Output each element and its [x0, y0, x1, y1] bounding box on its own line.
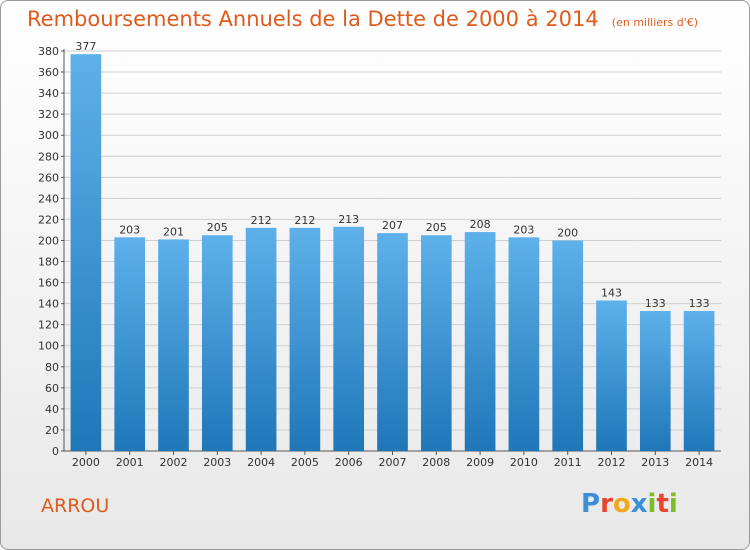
data-label: 205 [207, 221, 228, 234]
y-tick-label: 200 [38, 234, 59, 247]
y-tick-label: 40 [45, 403, 59, 416]
x-tick-label: 2005 [291, 456, 319, 469]
data-label: 133 [645, 297, 666, 310]
x-tick-label: 2014 [685, 456, 713, 469]
chart-title-block: Remboursements Annuels de la Dette de 20… [27, 7, 698, 31]
x-tick-label: 2003 [203, 456, 231, 469]
bar-2004 [245, 227, 277, 451]
x-tick-labels: 2000 2001 2002 2003 2004 2005 2006 2007 2008 2009… [72, 456, 713, 469]
data-label: 205 [426, 221, 447, 234]
x-tick-label: 2004 [247, 456, 275, 469]
y-tick-label: 180 [38, 256, 59, 269]
y-tick-label: 100 [38, 340, 59, 353]
proxiti-logo[interactable]: Proxiti [581, 489, 678, 519]
data-label: 203 [119, 223, 140, 236]
y-tick-label: 300 [38, 129, 59, 142]
bar-2014 [683, 311, 715, 451]
y-tick-label: 20 [45, 424, 59, 437]
data-label: 377 [75, 40, 96, 53]
y-tick-label: 340 [38, 87, 59, 100]
bar-2011 [552, 240, 584, 451]
bar-2005 [289, 227, 321, 451]
data-label: 213 [338, 213, 359, 226]
x-tick-label: 2002 [160, 456, 188, 469]
bar-2013 [639, 311, 671, 451]
bar-2006 [333, 226, 365, 451]
bar-2008 [420, 235, 452, 451]
town-name: ARROU [41, 495, 110, 517]
data-label: 143 [601, 286, 622, 299]
y-tick-label: 240 [38, 192, 59, 205]
y-tick-label: 220 [38, 213, 59, 226]
data-label: 207 [382, 219, 403, 232]
y-tick-label: 320 [38, 108, 59, 121]
y-tick-label: 80 [45, 361, 59, 374]
logo-letter: i [647, 489, 657, 519]
x-tick-label: 2011 [554, 456, 582, 469]
data-label: 200 [557, 226, 578, 239]
logo-letter: P [581, 489, 601, 519]
logo-letter: r [600, 489, 613, 519]
logo-letter: x [630, 489, 648, 519]
data-label: 212 [251, 214, 272, 227]
logo-letter: o [612, 489, 631, 519]
chart-title: Remboursements Annuels de la Dette de 20… [27, 7, 599, 31]
data-labels: 377 203 201 205 212 212 213 207 205 208 203 200 143 1… [75, 40, 709, 310]
x-tick-label: 2000 [72, 456, 100, 469]
y-tick-label: 0 [52, 445, 59, 458]
bar-2003 [201, 235, 233, 451]
x-tick-label: 2007 [379, 456, 407, 469]
x-tick-label: 2006 [335, 456, 363, 469]
x-tick-label: 2012 [598, 456, 626, 469]
data-label: 208 [470, 218, 491, 231]
x-tick-label: 2013 [641, 456, 669, 469]
x-tick-label: 2001 [116, 456, 144, 469]
y-tick-label: 260 [38, 171, 59, 184]
bar-2001 [114, 237, 146, 451]
y-tick-label: 280 [38, 150, 59, 163]
bar-2010 [508, 237, 540, 451]
bars [70, 54, 715, 451]
y-tick-label: 140 [38, 298, 59, 311]
x-tick-label: 2010 [510, 456, 538, 469]
y-tick-label: 60 [45, 382, 59, 395]
x-tick-label: 2009 [466, 456, 494, 469]
y-tick-label: 120 [38, 319, 59, 332]
chart-subtitle: (en milliers d'€) [611, 16, 699, 29]
data-label: 212 [294, 214, 315, 227]
bar-2009 [464, 232, 496, 451]
data-label: 133 [689, 297, 710, 310]
y-tick-label: 160 [38, 277, 59, 290]
logo-letter: t [656, 489, 669, 519]
y-tick-label: 380 [38, 45, 59, 58]
logo-letter: i [668, 489, 678, 519]
bar-2007 [377, 233, 408, 451]
data-label: 203 [513, 223, 534, 236]
y-tick-label: 360 [38, 66, 59, 79]
bar-2000 [70, 54, 102, 451]
x-tick-label: 2008 [422, 456, 450, 469]
data-label: 201 [163, 225, 184, 238]
bar-2012 [596, 300, 627, 451]
y-tick-labels: 0 20 40 60 80 100 120 140 160 180 200 220 240 260 280 3… [38, 45, 59, 458]
bar-2002 [158, 239, 189, 451]
